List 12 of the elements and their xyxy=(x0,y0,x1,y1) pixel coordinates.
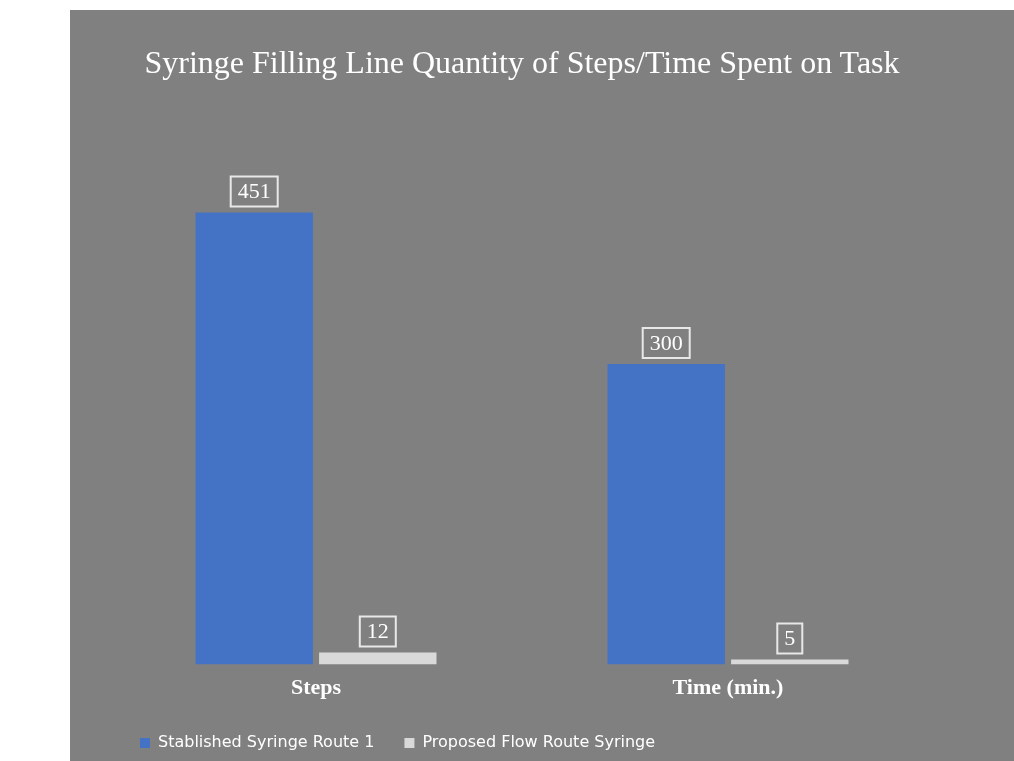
chart-title: Syringe Filling Line Quantity of Steps/Time Spent on Task xyxy=(144,43,900,80)
legend-label: Stablished Syringe Route 1 xyxy=(158,732,375,752)
x-tick-label: Steps xyxy=(290,674,342,700)
data-label: 300 xyxy=(649,329,683,355)
data-label: 12 xyxy=(366,618,389,644)
x-tick-label: Time (min.) xyxy=(672,674,784,700)
legend-label: Proposed Flow Route Syringe xyxy=(422,732,656,752)
bar xyxy=(607,363,725,665)
data-label: 5 xyxy=(784,625,796,651)
bar xyxy=(319,652,437,665)
bar xyxy=(195,212,313,665)
data-label: 451 xyxy=(237,178,271,204)
